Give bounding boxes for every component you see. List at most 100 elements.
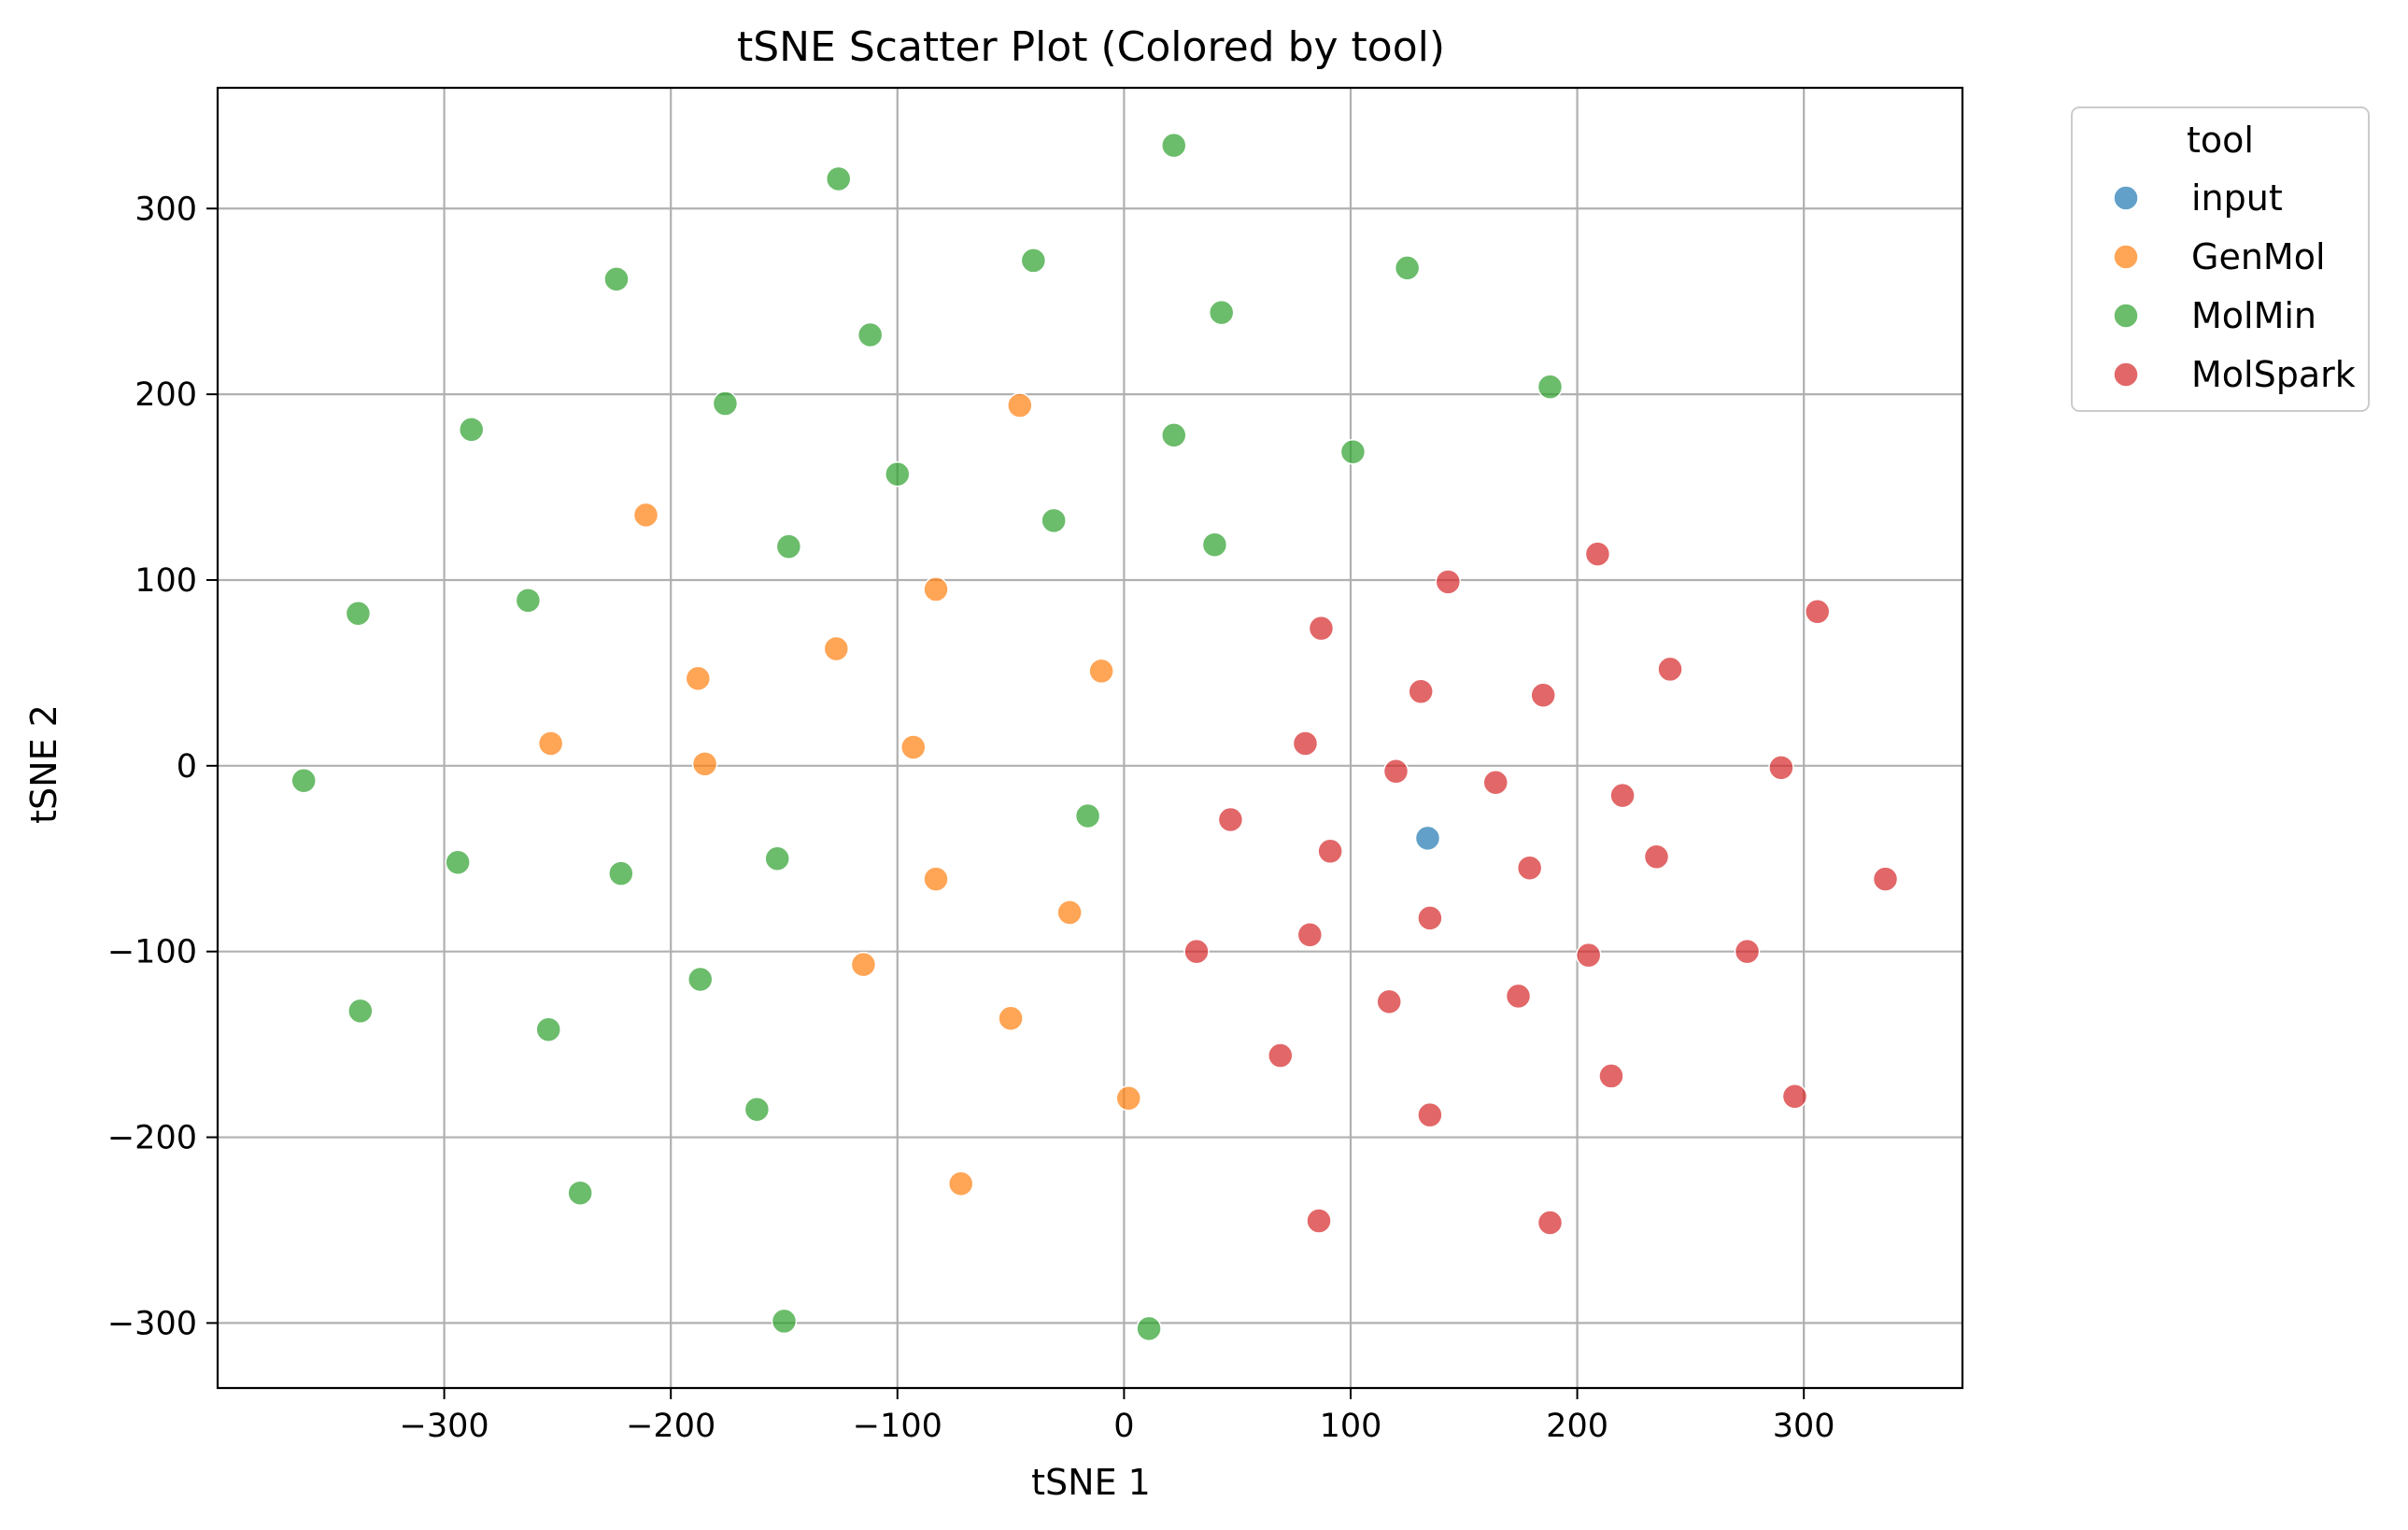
x-axis-ticks: −300 −200 −100 0 100 200 300 — [400, 1388, 1835, 1445]
y-tick-label: 0 — [177, 748, 197, 786]
point-molspark — [1217, 806, 1244, 833]
point-molmin — [764, 845, 790, 872]
point-molspark — [1768, 755, 1794, 781]
point-molmin — [825, 165, 852, 192]
point-genmol — [947, 1170, 974, 1197]
point-genmol — [1115, 1085, 1141, 1112]
point-genmol — [900, 734, 927, 760]
point-molspark — [1308, 615, 1335, 642]
point-molspark — [1435, 569, 1462, 595]
point-molmin — [1074, 802, 1101, 829]
point-molmin — [345, 601, 372, 627]
legend-label-genmol: GenMol — [2191, 236, 2326, 277]
point-genmol — [1007, 392, 1033, 418]
point-molspark — [1598, 1063, 1624, 1089]
x-tick-label: 300 — [1773, 1408, 1835, 1445]
point-molspark — [1872, 866, 1899, 892]
point-molspark — [1268, 1042, 1294, 1069]
legend-label-molspark: MolSpark — [2191, 354, 2356, 395]
point-molspark — [1575, 942, 1602, 969]
point-genmol — [923, 576, 949, 602]
point-molmin — [687, 966, 714, 993]
point-molmin — [857, 321, 884, 348]
point-genmol — [923, 866, 949, 892]
y-tick-label: −300 — [107, 1305, 197, 1342]
point-molspark — [1530, 682, 1556, 709]
point-genmol — [691, 751, 718, 777]
point-molspark — [1382, 758, 1409, 785]
point-molspark — [1183, 938, 1210, 965]
point-molspark — [1643, 843, 1670, 871]
x-tick-label: −300 — [400, 1408, 489, 1445]
point-molspark — [1584, 541, 1611, 567]
x-axis-label: tSNE 1 — [1031, 1462, 1151, 1503]
chart-title: tSNE Scatter Plot (Colored by tool) — [737, 23, 1445, 71]
y-axis-ticks: −300 −200 −100 0 100 200 300 — [107, 191, 218, 1342]
point-molmin — [515, 588, 542, 614]
point-molmin — [567, 1180, 593, 1206]
point-molspark — [1317, 838, 1343, 865]
point-genmol — [537, 730, 564, 757]
point-genmol — [998, 1005, 1024, 1032]
y-tick-label: −200 — [107, 1120, 197, 1157]
x-tick-label: −200 — [626, 1408, 715, 1445]
point-molspark — [1804, 599, 1831, 625]
point-molmin — [1136, 1315, 1162, 1342]
point-molspark — [1482, 769, 1509, 796]
point-genmol — [1056, 900, 1083, 926]
x-tick-label: 100 — [1320, 1408, 1382, 1445]
point-molmin — [347, 998, 374, 1025]
point-molmin — [771, 1308, 798, 1335]
legend: tool input GenMol MolMin MolSpark — [2071, 106, 2370, 412]
point-genmol — [685, 665, 712, 692]
point-molmin — [1394, 255, 1421, 281]
point-molspark — [1417, 1101, 1443, 1128]
point-molmin — [1020, 248, 1047, 274]
legend-marker-molspark — [2113, 361, 2139, 388]
point-molspark — [1516, 855, 1543, 881]
point-molmin — [1161, 132, 1187, 159]
point-molmin — [885, 460, 911, 488]
point-molmin — [712, 390, 739, 417]
point-molmin — [1201, 531, 1228, 558]
point-molspark — [1292, 730, 1319, 757]
x-tick-label: 200 — [1546, 1408, 1608, 1445]
point-molspark — [1657, 656, 1683, 683]
point-molspark — [1376, 988, 1402, 1015]
point-molmin — [744, 1096, 771, 1123]
point-molmin — [1208, 299, 1235, 326]
point-genmol — [1088, 658, 1114, 685]
point-molmin — [603, 266, 630, 292]
grid-lines — [218, 88, 1962, 1388]
point-input — [1414, 825, 1441, 852]
y-axis-label: tSNE 2 — [23, 704, 64, 824]
point-molmin — [290, 767, 317, 794]
point-molmin — [458, 417, 485, 443]
y-tick-label: −100 — [107, 934, 197, 971]
point-molspark — [1609, 782, 1636, 809]
legend-box — [2071, 106, 2370, 412]
point-molmin — [535, 1016, 561, 1042]
point-genmol — [850, 951, 877, 978]
point-molmin — [608, 860, 634, 886]
legend-title: tool — [2187, 120, 2254, 161]
point-molmin — [1537, 374, 1564, 400]
plot-frame — [216, 86, 1964, 1390]
point-molspark — [1505, 983, 1532, 1010]
point-molspark — [1781, 1084, 1808, 1110]
point-molspark — [1306, 1208, 1332, 1234]
legend-label-input: input — [2191, 177, 2283, 219]
point-molmin — [775, 533, 802, 560]
point-genmol — [632, 502, 659, 529]
point-genmol — [823, 635, 850, 662]
legend-marker-molmin — [2113, 303, 2139, 329]
y-tick-label: 200 — [135, 376, 197, 414]
x-tick-label: −100 — [853, 1408, 942, 1445]
point-molspark — [1417, 905, 1443, 931]
point-molmin — [1339, 439, 1367, 465]
data-points — [290, 132, 1899, 1342]
legend-marker-genmol — [2113, 244, 2139, 270]
y-tick-label: 100 — [135, 562, 197, 600]
legend-marker-input — [2113, 185, 2139, 211]
